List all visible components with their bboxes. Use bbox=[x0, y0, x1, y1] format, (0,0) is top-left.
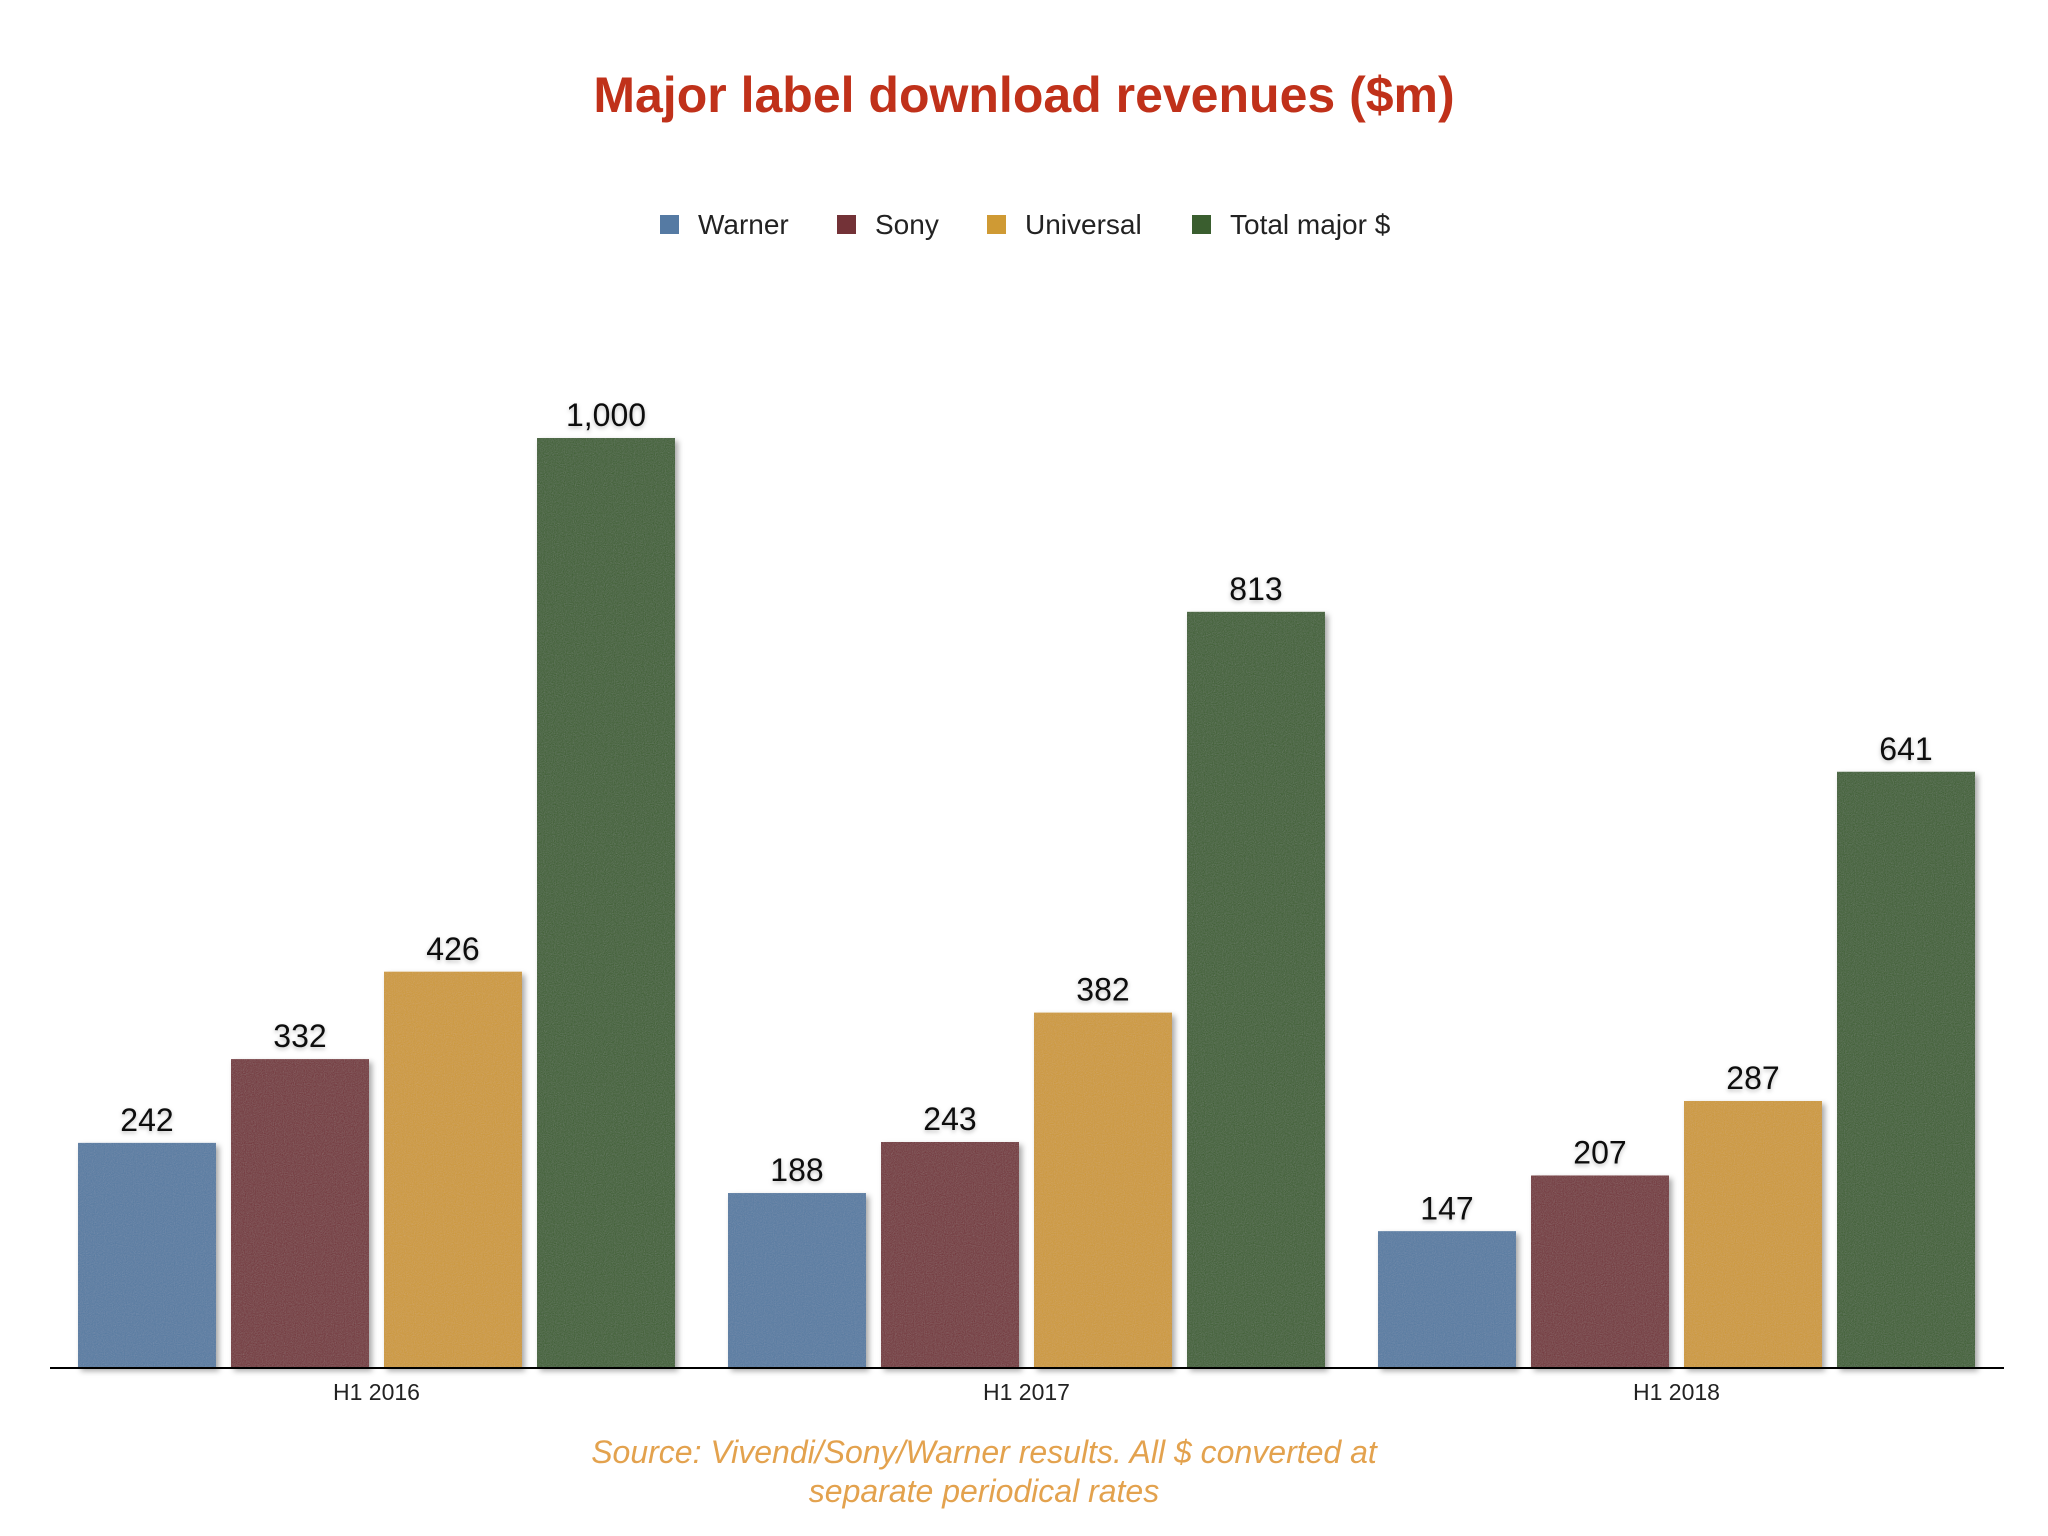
bar-texture-warner-h1-2018 bbox=[1378, 1231, 1516, 1368]
x-tick-label-h1-2018: H1 2018 bbox=[1633, 1379, 1720, 1405]
bar-texture-universal-h1-2018 bbox=[1684, 1101, 1822, 1368]
bar-texture-total-major-h1-2018 bbox=[1837, 771, 1975, 1368]
value-label-total-major-h1-2017: 813 bbox=[1229, 571, 1282, 607]
source-note-line-2: separate periodical rates bbox=[809, 1473, 1159, 1509]
legend-label-universal: Universal bbox=[1025, 209, 1142, 240]
bar-texture-sony-h1-2018 bbox=[1531, 1175, 1669, 1368]
bar-texture-total-major-h1-2017 bbox=[1187, 611, 1325, 1368]
legend-swatch-warner bbox=[660, 215, 679, 234]
value-label-total-major-h1-2018: 641 bbox=[1879, 731, 1932, 767]
value-label-sony-h1-2018: 207 bbox=[1573, 1134, 1626, 1170]
bar-texture-warner-h1-2016 bbox=[78, 1142, 216, 1368]
bar-texture-universal-h1-2016 bbox=[384, 971, 522, 1368]
legend-swatch-universal bbox=[987, 215, 1006, 234]
value-label-total-major-h1-2016: 1,000 bbox=[566, 397, 646, 433]
legend: Warner Sony Universal Total major $ bbox=[660, 209, 1391, 240]
value-label-sony-h1-2017: 243 bbox=[923, 1101, 976, 1137]
bars bbox=[78, 438, 1975, 1368]
value-label-universal-h1-2018: 287 bbox=[1726, 1060, 1779, 1096]
source-note-line-1: Source: Vivendi/Sony/Warner results. All… bbox=[591, 1434, 1378, 1470]
value-label-warner-h1-2018: 147 bbox=[1420, 1190, 1473, 1226]
legend-label-warner: Warner bbox=[698, 209, 789, 240]
value-label-warner-h1-2017: 188 bbox=[770, 1152, 823, 1188]
chart-title: Major label download revenues ($m) bbox=[593, 67, 1454, 123]
bar-texture-warner-h1-2017 bbox=[728, 1193, 866, 1368]
value-label-warner-h1-2016: 242 bbox=[120, 1102, 173, 1138]
category-labels: H1 2016 H1 2017 H1 2018 bbox=[333, 1379, 1720, 1405]
value-labels: 242 188 147 332 243 207 426 382 287 1,000 813 641 bbox=[120, 397, 1932, 1226]
legend-swatch-sony bbox=[837, 215, 856, 234]
value-label-sony-h1-2016: 332 bbox=[273, 1018, 326, 1054]
value-label-universal-h1-2016: 426 bbox=[426, 931, 479, 967]
legend-label-total-major: Total major $ bbox=[1230, 209, 1391, 240]
x-tick-label-h1-2016: H1 2016 bbox=[333, 1379, 420, 1405]
bar-texture-universal-h1-2017 bbox=[1034, 1012, 1172, 1368]
legend-label-sony: Sony bbox=[875, 209, 939, 240]
legend-swatch-total-major bbox=[1192, 215, 1211, 234]
bar-texture-total-major-h1-2016 bbox=[537, 438, 675, 1368]
bar-texture-sony-h1-2017 bbox=[881, 1142, 1019, 1368]
bar-texture-sony-h1-2016 bbox=[231, 1059, 369, 1368]
value-label-universal-h1-2017: 382 bbox=[1076, 972, 1129, 1008]
x-tick-label-h1-2017: H1 2017 bbox=[983, 1379, 1070, 1405]
